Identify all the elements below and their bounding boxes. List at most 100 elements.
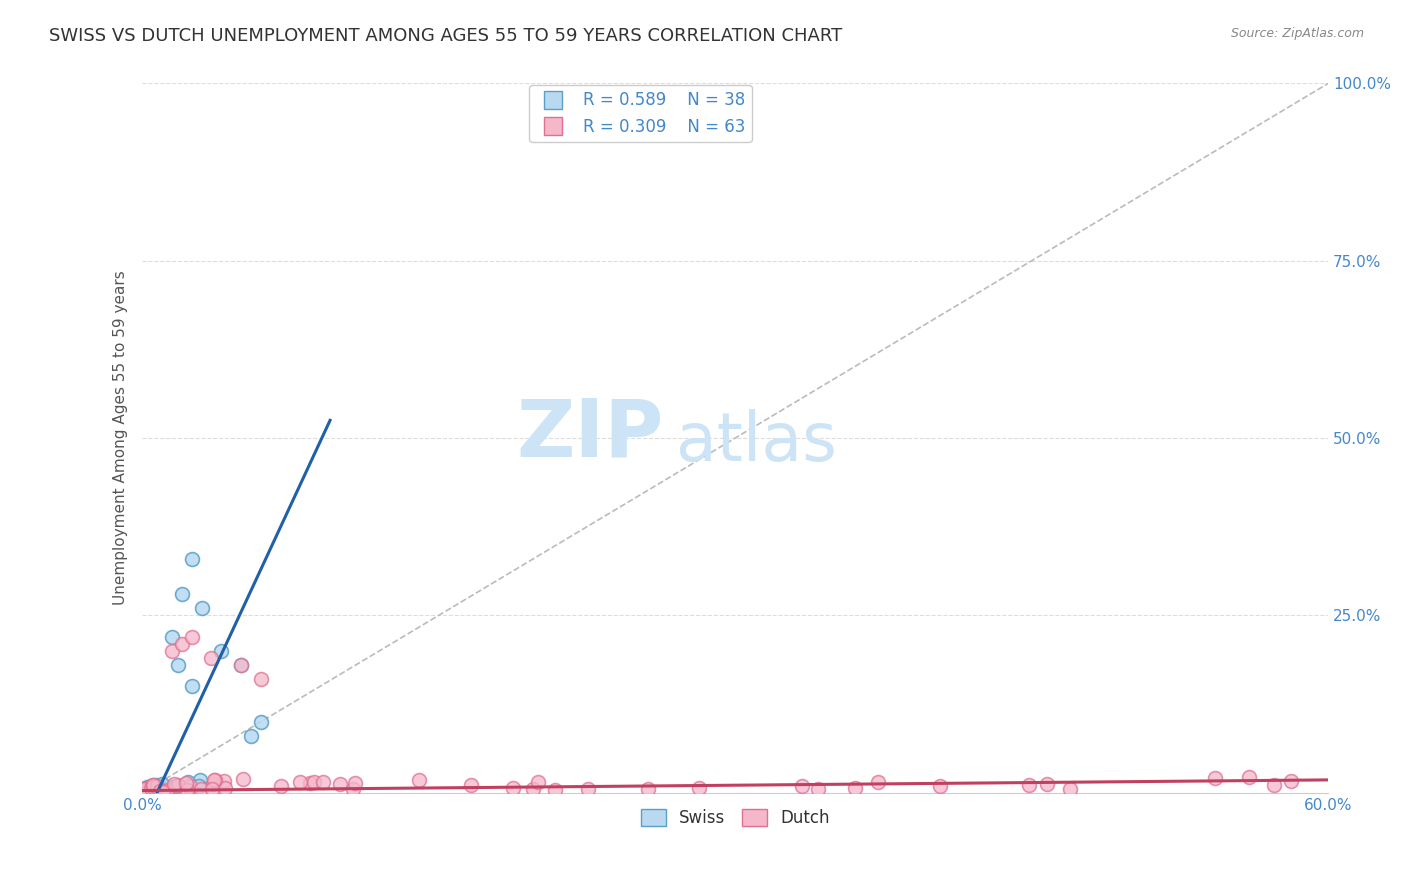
Point bbox=[190, 601, 212, 615]
Point bbox=[250, 672, 273, 686]
Point bbox=[167, 778, 190, 792]
Point bbox=[157, 782, 180, 797]
Point bbox=[232, 772, 254, 786]
Point bbox=[177, 774, 200, 789]
Point bbox=[180, 551, 202, 566]
Text: atlas: atlas bbox=[676, 409, 837, 475]
Point bbox=[229, 658, 252, 673]
Point bbox=[188, 772, 211, 787]
Point bbox=[180, 782, 202, 797]
Point bbox=[139, 780, 162, 795]
Point bbox=[159, 780, 181, 795]
Point bbox=[167, 658, 190, 673]
Point bbox=[807, 781, 830, 796]
Point bbox=[299, 776, 322, 790]
Point bbox=[688, 780, 710, 795]
Point bbox=[544, 783, 567, 797]
Point bbox=[344, 776, 367, 790]
Text: ZIP: ZIP bbox=[517, 395, 664, 474]
Point bbox=[214, 780, 236, 795]
Point bbox=[201, 781, 224, 796]
Point bbox=[1035, 776, 1057, 790]
Point bbox=[149, 779, 172, 793]
Y-axis label: Unemployment Among Ages 55 to 59 years: Unemployment Among Ages 55 to 59 years bbox=[114, 270, 128, 606]
Point bbox=[1263, 778, 1285, 792]
Point bbox=[134, 783, 156, 797]
Point bbox=[866, 774, 889, 789]
Point bbox=[146, 779, 169, 793]
Point bbox=[312, 775, 335, 789]
Point bbox=[138, 782, 160, 797]
Point bbox=[270, 779, 292, 793]
Point bbox=[136, 780, 159, 794]
Point bbox=[131, 782, 153, 797]
Point bbox=[141, 782, 163, 797]
Point bbox=[240, 729, 263, 743]
Point bbox=[142, 782, 165, 797]
Point bbox=[139, 780, 162, 795]
Point bbox=[179, 779, 201, 793]
Point bbox=[1059, 781, 1081, 796]
Point bbox=[212, 774, 235, 789]
Text: SWISS VS DUTCH UNEMPLOYMENT AMONG AGES 55 TO 59 YEARS CORRELATION CHART: SWISS VS DUTCH UNEMPLOYMENT AMONG AGES 5… bbox=[49, 27, 842, 45]
Point bbox=[1018, 778, 1040, 792]
Point bbox=[637, 781, 659, 796]
Point bbox=[928, 779, 950, 793]
Point bbox=[155, 783, 177, 797]
Point bbox=[139, 783, 162, 797]
Point bbox=[576, 782, 599, 797]
Point bbox=[187, 779, 209, 793]
Point bbox=[202, 772, 225, 787]
Point bbox=[141, 784, 163, 798]
Point bbox=[460, 778, 482, 792]
Point bbox=[180, 679, 202, 693]
Text: Source: ZipAtlas.com: Source: ZipAtlas.com bbox=[1230, 27, 1364, 40]
Point bbox=[1237, 770, 1260, 784]
Point bbox=[167, 781, 190, 796]
Legend: Swiss, Dutch: Swiss, Dutch bbox=[634, 803, 837, 834]
Point bbox=[200, 651, 222, 665]
Point bbox=[135, 780, 157, 795]
Point bbox=[132, 781, 155, 796]
Point bbox=[342, 781, 364, 796]
Point bbox=[250, 714, 273, 729]
Point bbox=[179, 779, 201, 793]
Point bbox=[132, 781, 155, 796]
Point bbox=[204, 772, 226, 787]
Point bbox=[408, 772, 430, 787]
Point bbox=[142, 780, 165, 795]
Point bbox=[170, 587, 193, 601]
Point bbox=[138, 780, 160, 795]
Point bbox=[160, 644, 183, 658]
Point bbox=[160, 630, 183, 644]
Point bbox=[290, 775, 312, 789]
Point bbox=[1204, 771, 1226, 785]
Point bbox=[790, 779, 813, 793]
Point bbox=[149, 783, 172, 797]
Point bbox=[522, 781, 544, 796]
Point bbox=[150, 781, 173, 796]
Point bbox=[136, 783, 159, 797]
Point bbox=[1279, 774, 1302, 789]
Point bbox=[146, 780, 169, 795]
Point bbox=[180, 630, 202, 644]
Point bbox=[159, 781, 181, 796]
Point bbox=[163, 777, 186, 791]
Point bbox=[202, 777, 225, 791]
Point bbox=[190, 782, 212, 797]
Point bbox=[176, 776, 198, 790]
Point bbox=[150, 777, 173, 791]
Point bbox=[132, 782, 155, 797]
Point bbox=[145, 779, 167, 793]
Point bbox=[142, 785, 165, 799]
Point bbox=[136, 782, 159, 797]
Point bbox=[138, 786, 160, 800]
Point bbox=[152, 784, 174, 798]
Point bbox=[139, 779, 162, 793]
Point bbox=[229, 658, 252, 673]
Point bbox=[165, 779, 187, 793]
Point bbox=[142, 778, 165, 792]
Point bbox=[844, 780, 866, 795]
Point bbox=[142, 778, 165, 792]
Point bbox=[329, 777, 352, 791]
